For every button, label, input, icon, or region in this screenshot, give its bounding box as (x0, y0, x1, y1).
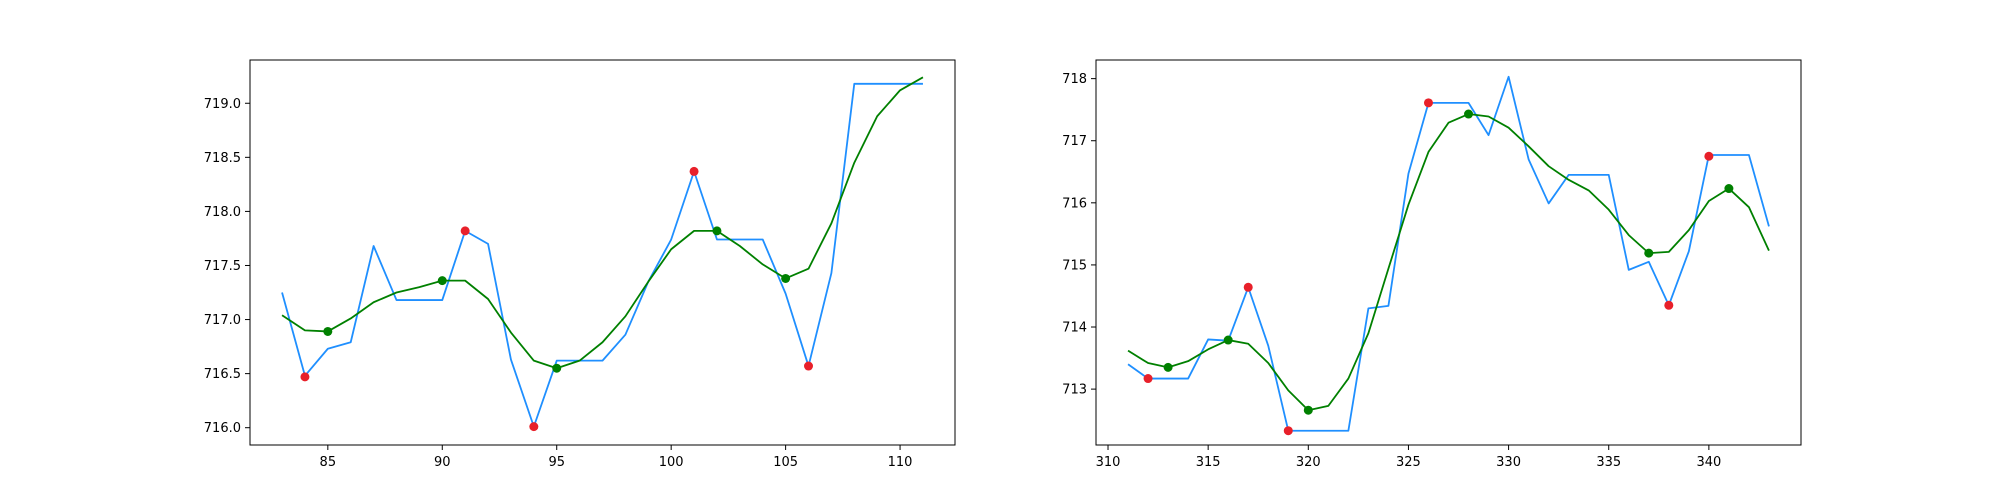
x-tick-label: 315 (1196, 455, 1221, 470)
data-point (1423, 98, 1433, 108)
data-point (323, 326, 333, 336)
data-point (1223, 335, 1233, 345)
y-tick-label: 714 (1062, 321, 1087, 336)
y-tick-label: 718.5 (204, 151, 241, 166)
data-point (552, 363, 562, 373)
x-tick-label: 95 (548, 455, 565, 470)
data-point (1704, 151, 1714, 161)
data-point (1664, 300, 1674, 310)
plot-frame (249, 59, 956, 446)
x-tick-label: 110 (888, 455, 913, 470)
y-tick-label: 717.5 (204, 259, 241, 274)
y-tick-label: 715 (1062, 258, 1087, 273)
series-line-1 (281, 76, 924, 370)
data-point (1163, 362, 1173, 372)
x-tick-label: 320 (1296, 455, 1321, 470)
y-tick-label: 716.0 (204, 421, 241, 436)
x-tick-label: 90 (434, 455, 451, 470)
data-point (1143, 374, 1153, 384)
data-point (1303, 405, 1313, 415)
x-tick-label: 85 (320, 455, 337, 470)
data-point (1464, 109, 1474, 119)
data-point (804, 361, 814, 371)
data-point (460, 226, 470, 236)
series-line-0 (1127, 75, 1770, 432)
y-tick-label: 713 (1062, 383, 1087, 398)
left-chart: 85 90 95 100 105 110 716.0 716.5 717.0 717.5 718.0… (204, 59, 956, 470)
data-point (1283, 426, 1293, 436)
y-tick-label: 718.0 (204, 205, 241, 220)
data-point (300, 372, 310, 382)
data-point (1243, 282, 1253, 292)
plot-frame (1095, 59, 1802, 446)
y-tick-label: 719.0 (204, 97, 241, 112)
y-tick-label: 716 (1062, 196, 1087, 211)
x-tick-label: 340 (1696, 455, 1721, 470)
y-tick-label: 716.5 (204, 367, 241, 382)
x-tick-label: 335 (1596, 455, 1621, 470)
data-point (781, 273, 791, 283)
data-point (689, 166, 699, 176)
x-tick-label: 325 (1396, 455, 1421, 470)
series-line-0 (281, 82, 923, 428)
data-point (1724, 184, 1734, 194)
data-point (529, 422, 539, 432)
x-tick-label: 330 (1496, 455, 1521, 470)
series-line-1 (1127, 113, 1770, 412)
x-tick-label: 310 (1096, 455, 1121, 470)
right-chart: 310 315 320 325 330 335 340 713 714 715 716 717 718 (1062, 59, 1802, 470)
x-tick-label: 100 (659, 455, 684, 470)
data-point (1644, 248, 1654, 258)
data-point (437, 276, 447, 286)
y-tick-label: 717.0 (204, 313, 241, 328)
data-point (712, 226, 722, 236)
y-tick-label: 718 (1062, 72, 1087, 87)
y-tick-label: 717 (1062, 134, 1087, 149)
x-tick-label: 105 (773, 455, 798, 470)
